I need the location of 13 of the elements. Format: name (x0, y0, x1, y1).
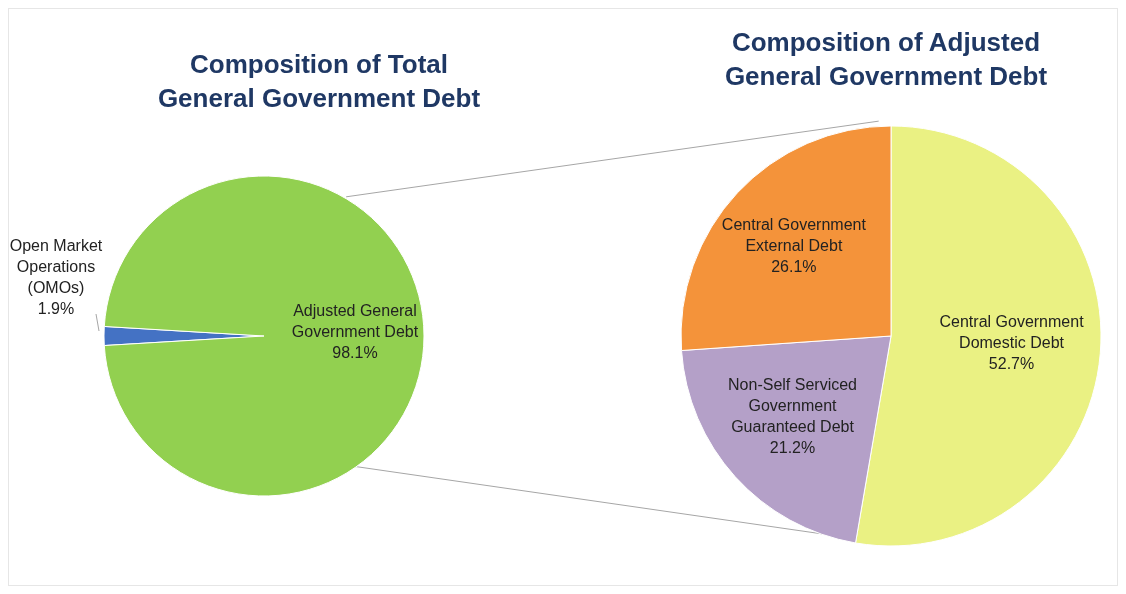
slice-label: Adjusted General Government Debt (291, 301, 419, 340)
slice-label: Open Market Operations (OMOs) (9, 236, 103, 295)
slice-label: Central Government Domestic Debt (939, 312, 1085, 351)
data-label: 21.2% (769, 438, 816, 456)
chart-title: Composition of Adjusted General Government Debt (723, 26, 1049, 93)
data-label: 26.1% (771, 257, 817, 275)
data-label: 52.7% (988, 354, 1035, 372)
slice-label: Central Government External Debt (721, 215, 867, 254)
pie-slice (103, 175, 425, 497)
data-label: 1.9% (37, 299, 75, 316)
data-label: 98.1% (332, 343, 378, 361)
chart-title: Composition of Total General Government Debt (156, 48, 482, 115)
slice-label: Non-Self Serviced Government Guaranteed Debt (728, 375, 858, 435)
